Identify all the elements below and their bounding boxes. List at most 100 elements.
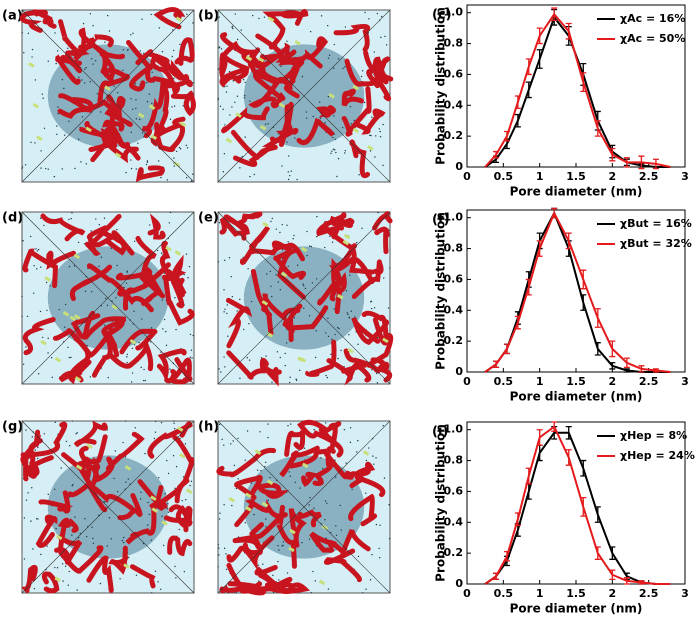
legend-label: χAc = 16% <box>620 12 685 25</box>
dot <box>84 290 87 293</box>
dot <box>77 241 80 244</box>
dot <box>47 493 49 495</box>
dot <box>286 141 288 143</box>
dot <box>335 534 338 537</box>
dot <box>76 589 78 591</box>
dot <box>50 357 53 359</box>
diag <box>21 9 195 183</box>
dot <box>135 168 137 170</box>
dot <box>256 469 259 471</box>
dot <box>324 500 327 502</box>
dot <box>267 436 269 439</box>
y-tick-label: 0.8 <box>444 454 464 467</box>
dot <box>389 267 391 269</box>
dot <box>320 15 323 17</box>
y-tick-label: 0 <box>455 577 463 590</box>
dot <box>299 369 301 372</box>
green-segment <box>176 426 184 432</box>
dot <box>190 349 193 351</box>
dot <box>32 548 34 550</box>
y-tick-label: 0.6 <box>444 272 464 285</box>
dot <box>110 247 113 249</box>
dot <box>365 492 367 494</box>
dot <box>319 117 322 120</box>
dot <box>225 91 228 93</box>
dot <box>163 272 165 275</box>
dot <box>74 167 76 170</box>
dot <box>224 85 226 88</box>
y-tick-label: 1.0 <box>444 211 464 224</box>
pore-tube <box>150 116 186 147</box>
pore-tube <box>234 498 288 528</box>
dot <box>322 467 324 470</box>
dot <box>25 346 27 348</box>
dot <box>337 326 339 329</box>
green-segment <box>347 347 354 354</box>
dot <box>34 142 36 144</box>
green-segment <box>129 338 137 345</box>
green-segment <box>124 465 132 471</box>
dot <box>67 584 69 586</box>
green-segment <box>300 246 308 253</box>
dot <box>345 462 347 464</box>
dot <box>347 313 349 315</box>
dot <box>333 67 335 69</box>
dot <box>33 265 35 267</box>
dot <box>349 106 352 108</box>
dot <box>231 504 233 507</box>
dot <box>373 463 375 465</box>
dot <box>379 130 381 133</box>
dot <box>144 379 146 382</box>
dot <box>289 174 291 177</box>
dot <box>231 25 234 28</box>
dot <box>126 270 128 272</box>
green-segment <box>179 121 187 128</box>
dot <box>154 570 157 573</box>
dot <box>22 363 25 366</box>
green-segment <box>74 314 81 320</box>
dot <box>45 167 47 170</box>
dot <box>217 543 219 546</box>
pore-tube <box>83 316 126 340</box>
dot <box>71 484 73 487</box>
dot <box>34 79 37 81</box>
dot <box>333 308 335 310</box>
dot <box>85 66 87 69</box>
green-segment <box>111 304 119 310</box>
dot <box>263 16 266 18</box>
dot <box>150 13 152 16</box>
dot <box>86 344 88 347</box>
dot <box>127 478 130 480</box>
dot <box>279 231 281 234</box>
dot <box>166 507 169 510</box>
x-axis-label: Pore diameter (nm) <box>510 602 643 616</box>
dot <box>384 35 386 38</box>
dot <box>190 480 193 483</box>
dot <box>282 541 285 543</box>
dot <box>189 333 192 336</box>
dot <box>130 34 132 36</box>
dot <box>46 309 48 312</box>
dot <box>130 131 132 134</box>
pore-tube <box>250 269 274 337</box>
dot <box>56 567 59 569</box>
dot <box>371 553 373 556</box>
dot <box>139 50 141 52</box>
dot <box>240 29 242 31</box>
green-segment <box>174 250 182 256</box>
dot <box>292 238 294 240</box>
dot <box>371 369 373 371</box>
green-segment <box>257 56 265 63</box>
legend-label: χHep = 8% <box>620 429 687 442</box>
error-bar <box>609 147 616 162</box>
pore-tube <box>84 225 108 256</box>
dot <box>96 93 99 95</box>
dot <box>163 318 166 321</box>
dot <box>383 477 386 479</box>
error-bar <box>493 150 500 159</box>
dot <box>186 147 189 149</box>
dot <box>183 273 185 276</box>
dot <box>374 156 376 158</box>
dot <box>337 157 340 160</box>
dot <box>33 292 35 294</box>
